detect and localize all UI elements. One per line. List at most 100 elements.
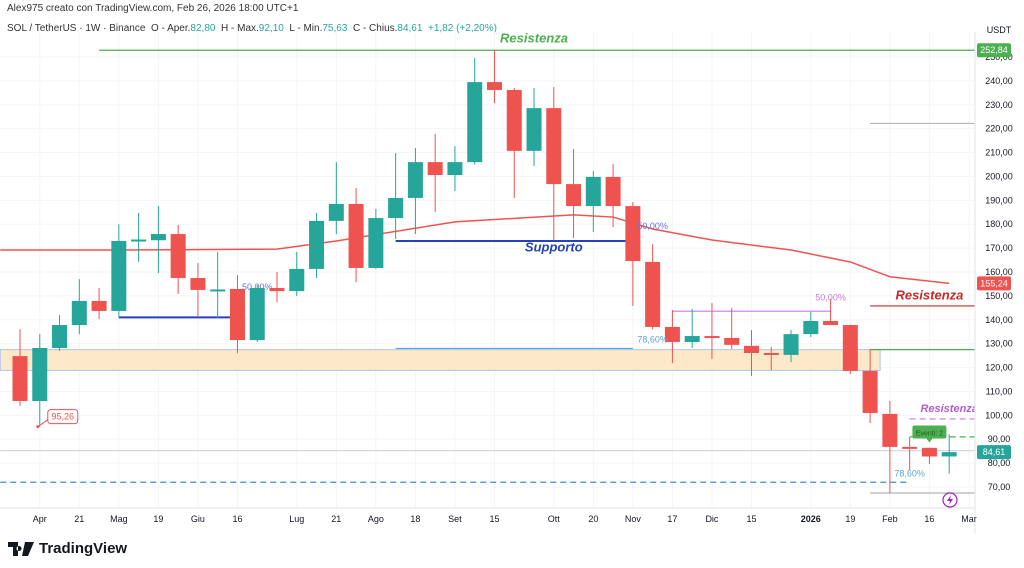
high-value: 92,10 <box>258 23 284 34</box>
y-tick-label: 150,00 <box>985 291 1013 301</box>
candle <box>486 50 502 104</box>
candle <box>210 251 226 319</box>
tradingview-logo: TradingView <box>8 540 127 557</box>
x-tick-label: 18 <box>410 514 420 524</box>
symbol-legend: SOL / TetherUS · 1W · Binance O - Aper.8… <box>7 23 497 34</box>
candle <box>941 434 957 474</box>
candle-body <box>882 413 898 447</box>
annotation-labels: Resistenza Supporto Resistenza Resistenza 50… <box>36 31 978 478</box>
candle <box>783 330 799 363</box>
candle <box>526 88 542 166</box>
candle-body <box>783 334 799 355</box>
candle <box>862 348 878 423</box>
candle-body <box>249 288 265 341</box>
candle <box>71 279 87 335</box>
y-tick-label: 240,00 <box>985 76 1013 86</box>
candle-body <box>71 300 87 326</box>
low-value: 75,63 <box>322 23 348 34</box>
candle-body <box>664 326 680 343</box>
candle-body <box>506 89 522 151</box>
candle-body <box>111 240 127 311</box>
low-marker-pointer <box>37 419 49 428</box>
candle-body <box>368 218 384 268</box>
candle <box>447 146 463 192</box>
y-tick-label: 70,00 <box>988 482 1011 492</box>
y-tick-label: 100,00 <box>985 410 1013 420</box>
low-marker-box <box>47 409 79 425</box>
candle <box>407 148 423 235</box>
candle <box>882 401 898 493</box>
moving-average-layer <box>0 214 950 285</box>
candle-body <box>52 325 68 348</box>
candle <box>506 88 522 198</box>
x-tick-label: 19 <box>153 514 163 524</box>
candle <box>52 315 68 351</box>
candle <box>190 262 206 317</box>
candle-body <box>921 447 937 457</box>
x-tick-label: 19 <box>845 514 855 524</box>
candle-body <box>309 220 325 269</box>
x-tick-label: 21 <box>74 514 84 524</box>
x-tick-label: Lug <box>289 514 304 524</box>
candle-body <box>269 288 285 292</box>
candle-body <box>170 234 186 278</box>
candle <box>249 284 265 343</box>
support-label: Supporto <box>525 240 583 255</box>
candle-body <box>467 82 483 163</box>
x-tick-label: 16 <box>232 514 242 524</box>
candle <box>32 334 48 427</box>
candle-body <box>486 82 502 90</box>
candle <box>763 347 779 370</box>
candle-body <box>131 239 147 242</box>
candle <box>625 202 641 306</box>
candle-body <box>328 203 344 221</box>
x-tick-label: Mag <box>110 514 128 524</box>
x-tick-label: Dic <box>705 514 718 524</box>
x-tick-label: Ago <box>368 514 384 524</box>
y-tick-label: 170,00 <box>985 243 1013 253</box>
price-label-bg <box>977 276 1011 291</box>
y-tick-label: 110,00 <box>986 386 1013 396</box>
grid <box>0 32 975 508</box>
candle-body <box>388 197 404 219</box>
price-label: 252,84 <box>980 45 1008 55</box>
open-value: 82,80 <box>190 23 216 34</box>
candle <box>150 206 166 273</box>
candle <box>328 162 344 235</box>
candle-body <box>447 162 463 176</box>
x-tick-label: Apr <box>33 514 47 524</box>
lightning-icon-bolt <box>947 495 953 505</box>
change-value: +1,82 (+2,20%) <box>428 23 497 34</box>
x-tick-label: Feb <box>882 514 898 524</box>
candle <box>645 244 661 330</box>
candle-body <box>150 234 166 241</box>
x-tick-label: 16 <box>924 514 934 524</box>
resistance-top-label: Resistenza <box>500 31 568 46</box>
candle-body <box>743 345 759 353</box>
candle <box>585 170 601 233</box>
candle <box>229 275 245 354</box>
candle-body <box>763 352 779 355</box>
candle <box>605 164 621 228</box>
candle <box>704 303 720 359</box>
events-tag <box>912 425 947 439</box>
lightning-icon[interactable] <box>942 492 958 508</box>
fib-786-label-2: 78,60% <box>894 468 925 478</box>
candle-body <box>585 176 601 207</box>
price-label-bg <box>977 445 1011 460</box>
x-tick-label: 17 <box>667 514 677 524</box>
candle-body <box>704 336 720 339</box>
x-tick-label: 2026 <box>801 514 821 524</box>
candle-body <box>803 320 819 335</box>
x-tick-label: Nov <box>625 514 642 524</box>
candle-body <box>32 347 48 402</box>
y-tick-label: 120,00 <box>985 363 1013 373</box>
candle-body <box>229 288 245 341</box>
candle <box>111 224 127 318</box>
chart-credit: Alex975 creato con TradingView.com, Feb … <box>7 3 299 14</box>
candles <box>12 50 957 493</box>
zone-layer <box>0 349 881 371</box>
candle-body <box>407 162 423 198</box>
